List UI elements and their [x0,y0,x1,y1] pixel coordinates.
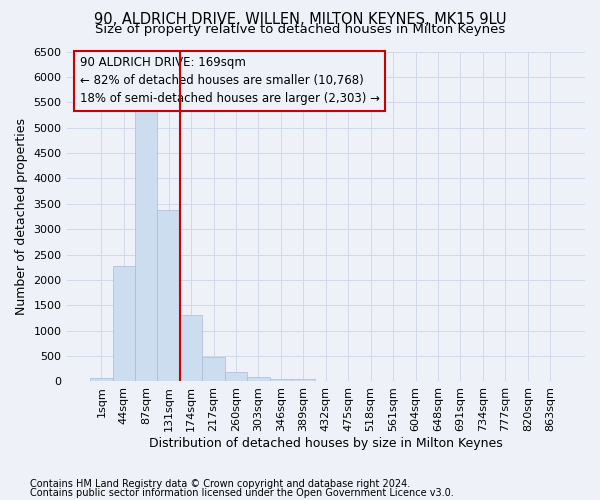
Bar [90,378,113,382]
Bar [113,266,135,382]
Bar [292,380,314,382]
Text: Contains public sector information licensed under the Open Government Licence v3: Contains public sector information licen… [30,488,454,498]
Text: 90 ALDRICH DRIVE: 169sqm
← 82% of detached houses are smaller (10,768)
18% of se: 90 ALDRICH DRIVE: 169sqm ← 82% of detach… [80,56,380,106]
Bar [247,377,269,382]
Text: Contains HM Land Registry data © Crown copyright and database right 2024.: Contains HM Land Registry data © Crown c… [30,479,410,489]
Y-axis label: Number of detached properties: Number of detached properties [15,118,28,315]
Bar [180,315,202,382]
X-axis label: Distribution of detached houses by size in Milton Keynes: Distribution of detached houses by size … [149,437,503,450]
Bar [202,357,225,382]
Text: 90, ALDRICH DRIVE, WILLEN, MILTON KEYNES, MK15 9LU: 90, ALDRICH DRIVE, WILLEN, MILTON KEYNES… [94,12,506,28]
Text: Size of property relative to detached houses in Milton Keynes: Size of property relative to detached ho… [95,22,505,36]
Bar [135,108,157,382]
Bar [269,378,292,382]
Bar [157,210,180,382]
Bar [225,372,247,382]
